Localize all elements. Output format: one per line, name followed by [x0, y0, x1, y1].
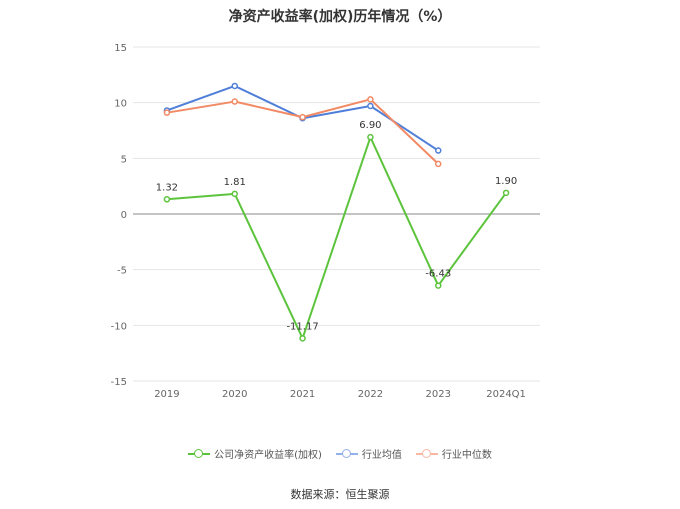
data-point-0 [435, 282, 442, 289]
data-label: -11.17 [286, 321, 318, 332]
data-point-2 [299, 113, 306, 121]
data-point-0 [231, 190, 238, 198]
data-label: -6.43 [425, 269, 451, 280]
chart-title: 净资产收益率(加权)历年情况（%） [228, 9, 452, 25]
data-point-1 [231, 82, 238, 90]
x-tick-label: 2024Q1 [486, 389, 526, 400]
data-label: 1.32 [156, 182, 178, 193]
data-label: 1.81 [224, 177, 246, 188]
data-point-0 [163, 196, 171, 203]
y-tick-label: 10 [114, 99, 127, 110]
legend-item-0[interactable]: 公司净资产收益率(加权) [188, 446, 322, 461]
y-tick-label: 0 [121, 210, 127, 221]
data-point-0 [367, 133, 374, 141]
legend-item-2[interactable]: 行业中位数 [415, 446, 492, 461]
legend-item-1[interactable]: 行业均值 [335, 446, 402, 461]
data-point-2 [231, 98, 238, 105]
legend-label: 公司净资产收益率(加权) [214, 450, 322, 461]
data-source: 数据来源：恒生聚源 [290, 488, 390, 501]
legend-label: 行业均值 [361, 450, 402, 461]
x-tick-label: 2022 [358, 389, 383, 400]
data-label: 1.90 [495, 176, 517, 187]
y-tick-label: 15 [114, 43, 127, 54]
y-tick-label: -5 [117, 266, 127, 277]
data-point-1 [367, 102, 374, 110]
legend-marker-icon [188, 448, 211, 459]
data-label: 6.90 [359, 120, 381, 131]
x-tick-label: 2020 [222, 389, 247, 400]
data-point-2 [435, 160, 442, 168]
legend-marker-icon [415, 448, 438, 459]
x-tick-label: 2023 [426, 389, 451, 400]
legend-label: 行业中位数 [441, 450, 492, 461]
y-tick-label: -15 [111, 377, 127, 388]
series-line-2 [166, 98, 439, 165]
x-tick-label: 2019 [154, 389, 179, 400]
data-point-0 [299, 335, 306, 342]
series-line-0 [166, 136, 507, 340]
y-tick-label: -10 [111, 321, 127, 332]
y-tick-label: 5 [121, 154, 127, 165]
legend: 公司净资产收益率(加权) 行业均值 行业中位数 [0, 446, 680, 461]
data-point-1 [435, 147, 442, 154]
data-point-2 [163, 109, 171, 116]
data-point-2 [367, 96, 374, 103]
data-point-0 [502, 189, 510, 197]
legend-marker-icon [335, 448, 358, 459]
x-tick-label: 2021 [290, 389, 315, 400]
